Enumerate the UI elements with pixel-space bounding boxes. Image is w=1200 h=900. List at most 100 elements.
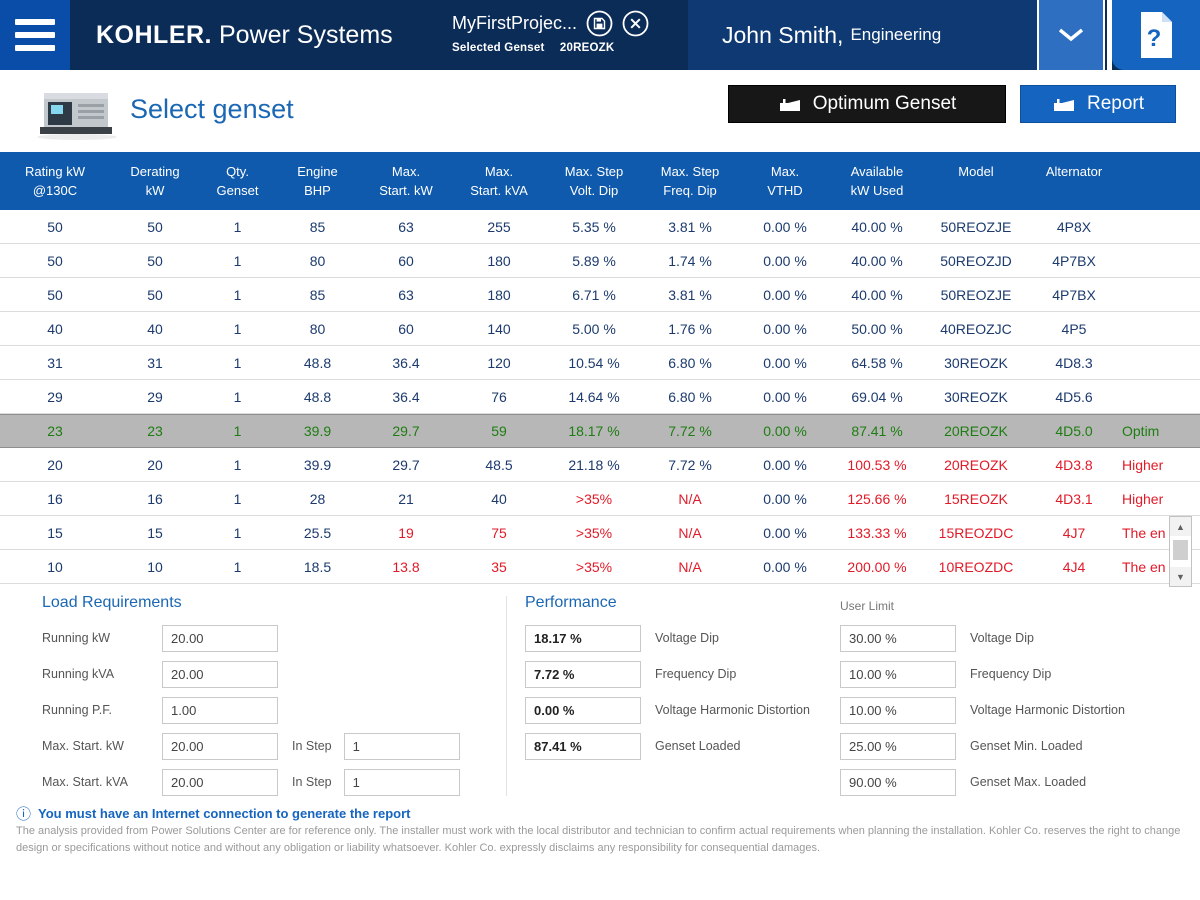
table-cell: 255 <box>487 218 511 235</box>
hamburger-icon <box>15 19 55 25</box>
table-cell: 48.8 <box>303 354 332 371</box>
close-project-button[interactable] <box>622 10 649 37</box>
table-cell: 87.41 % <box>851 423 903 439</box>
help-button[interactable]: ? <box>1112 0 1200 70</box>
column-header[interactable]: Max. Start. kVA <box>470 164 528 198</box>
user-limit-input[interactable] <box>840 768 956 796</box>
user-menu-toggle[interactable] <box>1037 0 1105 70</box>
table-cell: 50 <box>47 218 63 235</box>
page-title: Select genset <box>130 94 294 124</box>
table-cell: 5.89 % <box>572 252 616 269</box>
table-row[interactable]: 50 50 1 80 60 180 5.89 % 1.74 % 0.00 % 40.00 % 50R… <box>0 244 1200 278</box>
chevron-down-icon <box>1058 28 1084 42</box>
column-header[interactable]: Rating kW @130C <box>25 164 85 198</box>
table-cell: 0.00 % <box>763 388 807 405</box>
column-header[interactable]: Derating kW <box>130 164 180 198</box>
table-row[interactable]: 20 20 1 39.9 29.7 48.5 21.18 % 7.72 % 0.00 % 100.… <box>0 448 1200 482</box>
table-cell: 50REOZJE <box>940 286 1012 303</box>
scroll-down-arrow-icon[interactable]: ▼ <box>1170 567 1191 586</box>
in-step-label: In Step <box>292 775 332 789</box>
table-cell: 60 <box>398 320 414 337</box>
column-header[interactable]: Model <box>958 164 994 179</box>
table-row[interactable]: 10 10 1 18.5 13.8 35 >35% N/A 0.00 % 200.00 % 10RE… <box>0 550 1200 584</box>
column-header[interactable]: Available kW Used <box>850 164 904 198</box>
table-row[interactable]: 40 40 1 80 60 140 5.00 % 1.76 % 0.00 % 50.00 % 40R… <box>0 312 1200 346</box>
user-limit-input[interactable] <box>840 732 956 760</box>
table-cell: 15 <box>147 524 163 541</box>
table-cell: N/A <box>678 558 702 575</box>
vertical-scrollbar[interactable]: ▲ ▼ <box>1169 516 1192 587</box>
genset-image <box>34 81 120 146</box>
column-header[interactable]: Max. VTHD <box>767 164 803 198</box>
report-button[interactable]: Report <box>1020 85 1176 123</box>
user-limit-input[interactable] <box>840 696 956 724</box>
load-requirement-input[interactable] <box>162 624 278 652</box>
load-requirement-input[interactable] <box>162 696 278 724</box>
table-cell: 4D5.6 <box>1055 388 1093 405</box>
info-text: You must have an Internet connection to … <box>38 806 411 821</box>
table-cell: 133.33 % <box>847 524 907 541</box>
column-header[interactable]: Max. Start. kW <box>379 164 433 198</box>
user-limit-input[interactable] <box>840 624 956 652</box>
column-header[interactable]: Engine BHP <box>297 164 338 198</box>
load-requirements-title: Load Requirements <box>42 594 182 611</box>
performance-panel: Voltage Dip Frequency Dip Voltage Harmonic… <box>525 620 835 764</box>
column-header[interactable]: Max. Step Freq. Dip <box>660 164 720 198</box>
header-divider <box>1107 0 1112 70</box>
table-cell: 180 <box>487 252 511 269</box>
load-requirement-input[interactable] <box>162 768 278 796</box>
load-requirement-input[interactable] <box>162 732 278 760</box>
table-cell: 4D3.1 <box>1055 490 1093 507</box>
save-project-button[interactable] <box>586 10 613 37</box>
selected-genset-value: 20REOZK <box>559 42 615 54</box>
table-cell: 1 <box>233 388 242 405</box>
table-cell: 10 <box>147 558 163 575</box>
hamburger-menu-button[interactable] <box>0 0 70 70</box>
scrollbar-thumb[interactable] <box>1173 540 1188 560</box>
load-requirement-input[interactable] <box>162 660 278 688</box>
sub-header: Select genset Optimum Genset Report <box>0 70 1200 152</box>
table-cell: 6.80 % <box>668 388 712 405</box>
user-name: John Smith, <box>722 21 844 48</box>
column-header[interactable]: Qty. Genset <box>216 164 259 198</box>
table-row[interactable]: 29 29 1 48.8 36.4 76 14.64 % 6.80 % 0.00 % 69.04 … <box>0 380 1200 414</box>
user-limit-input[interactable] <box>840 660 956 688</box>
close-icon <box>622 10 649 37</box>
table-row[interactable]: 15 15 1 25.5 19 75 >35% N/A 0.00 % 133.33 % 15REOZ… <box>0 516 1200 550</box>
table-row-selected[interactable]: 23 23 1 39.9 29.7 59 18.17 % 7.72 % 0.00 % 87.41 … <box>0 414 1200 448</box>
column-header[interactable]: Alternator <box>1045 164 1103 179</box>
table-cell: 4J7 <box>1062 524 1086 541</box>
report-label: Report <box>1086 93 1145 114</box>
table-cell: 36.4 <box>392 388 420 405</box>
table-row[interactable]: 31 31 1 48.8 36.4 120 10.54 % 6.80 % 0.00 % 64.58… <box>0 346 1200 380</box>
table-cell: 5.00 % <box>572 320 616 337</box>
table-cell: 1 <box>233 524 242 541</box>
table-cell: 140 <box>487 320 511 337</box>
table-cell: 4J4 <box>1062 558 1086 575</box>
scroll-up-arrow-icon[interactable]: ▲ <box>1170 517 1191 536</box>
table-cell: 40 <box>47 320 63 337</box>
table-row[interactable]: 50 50 1 85 63 255 5.35 % 3.81 % 0.00 % 40.00 % 50R… <box>0 210 1200 244</box>
table-cell: 50 <box>47 252 63 269</box>
column-header[interactable]: Max. Step Volt. Dip <box>564 164 624 198</box>
in-step-input[interactable] <box>343 768 460 796</box>
table-row[interactable]: 50 50 1 85 63 180 6.71 % 3.81 % 0.00 % 40.00 % 50R… <box>0 278 1200 312</box>
table-cell: 15REOZDC <box>938 524 1014 541</box>
user-department: Engineering <box>850 25 942 44</box>
table-row[interactable]: 16 16 1 28 21 40 >35% N/A 0.00 % 125.66 % 15REOZK 4… <box>0 482 1200 516</box>
table-cell: 16 <box>147 490 163 507</box>
table-cell: 40REOZJC <box>940 320 1012 337</box>
table-cell: 16 <box>47 490 63 507</box>
table-cell: 0.00 % <box>763 524 807 541</box>
table-cell: 31 <box>47 354 63 371</box>
in-step-input[interactable] <box>343 732 460 760</box>
optimum-genset-button[interactable]: Optimum Genset <box>728 85 1006 123</box>
table-cell: 36.4 <box>392 354 420 371</box>
table-cell: 7.72 % <box>668 456 712 473</box>
performance-title: Performance <box>525 594 617 611</box>
table-cell: 50REOZJE <box>940 218 1012 235</box>
field-label: Running kVA <box>42 667 115 681</box>
column-header[interactable] <box>1118 152 1200 210</box>
table-cell: 6.71 % <box>572 286 616 303</box>
table-cell: >35% <box>575 558 613 575</box>
